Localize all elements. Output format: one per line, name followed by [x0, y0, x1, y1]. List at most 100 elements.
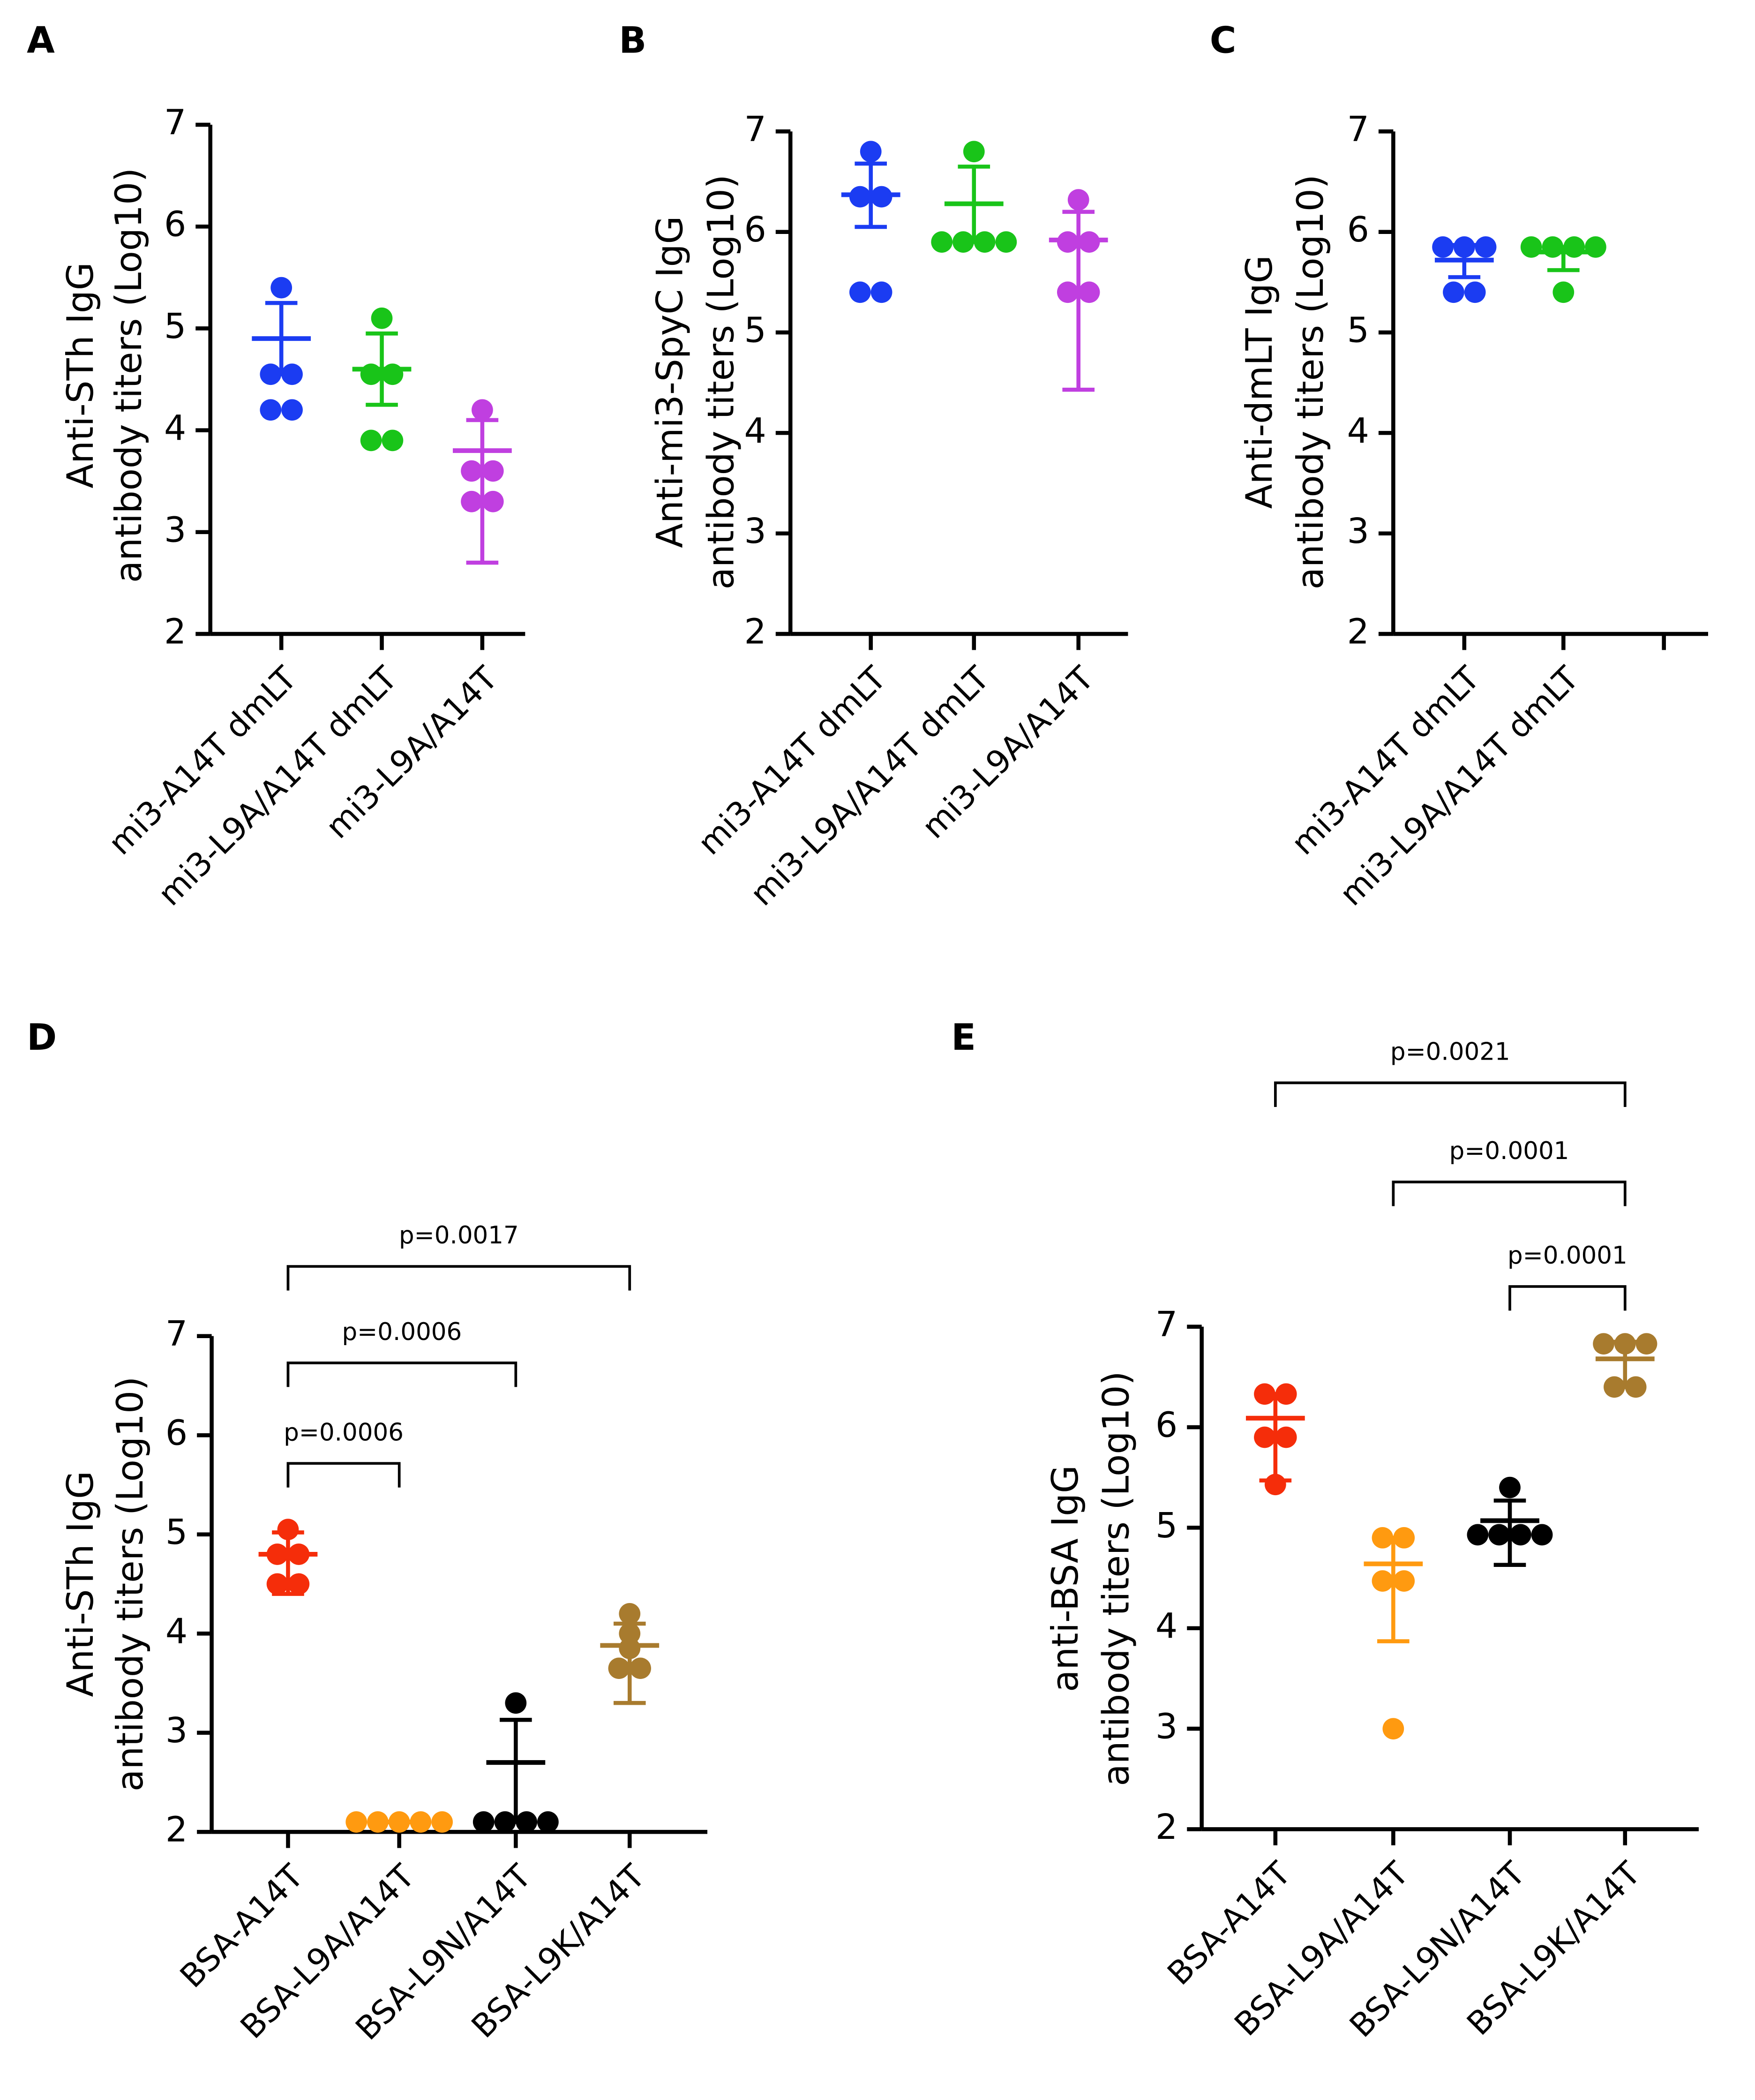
data-point	[266, 1543, 288, 1565]
data-point	[494, 1811, 516, 1833]
data-point	[537, 1811, 559, 1833]
y-tick-label: 7	[1155, 1304, 1178, 1345]
data-point	[974, 231, 996, 253]
data-point	[482, 460, 504, 482]
data-point	[281, 399, 303, 421]
x-tick-label: mi3-L9A/A14T	[319, 659, 505, 846]
data-point	[260, 363, 282, 385]
data-point	[1542, 236, 1564, 258]
data-point	[1509, 1524, 1531, 1546]
data-point	[482, 490, 504, 512]
significance-bracket	[286, 1265, 631, 1291]
y-tick-label: 3	[1155, 1706, 1178, 1747]
panel-label: A	[27, 20, 55, 62]
y-tick-label: 2	[744, 611, 766, 652]
data-point	[1635, 1333, 1658, 1355]
y-tick-label: 7	[165, 1313, 188, 1354]
data-point	[1464, 281, 1486, 303]
y-tick-label: 4	[744, 410, 766, 451]
p-value: p=0.0001	[1449, 1137, 1569, 1165]
panel-label: D	[27, 1016, 57, 1059]
data-point	[281, 363, 303, 385]
data-point	[516, 1811, 538, 1833]
y-axis-label: Anti-dmLT IgG	[1238, 255, 1281, 509]
y-tick-label: 5	[744, 310, 766, 351]
x-tick-label: mi3-A14T dmLT	[1284, 659, 1487, 862]
significance-bracket	[286, 1462, 401, 1488]
data-point	[1585, 236, 1606, 258]
data-point	[1393, 1527, 1415, 1549]
y-axis-label: antibody titers (Log10)	[1290, 174, 1332, 589]
panel-label: E	[951, 1016, 976, 1059]
data-point	[431, 1811, 453, 1833]
data-point	[619, 1623, 641, 1645]
y-tick-label: 2	[1347, 611, 1369, 652]
x-tick-label: mi3-A14T dmLT	[691, 659, 894, 862]
data-point	[505, 1692, 527, 1714]
data-point	[1520, 236, 1542, 258]
y-tick-label: 2	[165, 1809, 188, 1850]
y-tick-label: 2	[1155, 1806, 1178, 1847]
y-axis-label: Anti-STh IgG	[60, 1471, 102, 1697]
panel-label: B	[619, 20, 646, 62]
data-point	[1382, 1718, 1404, 1739]
data-point	[1067, 189, 1089, 211]
data-point	[367, 1811, 389, 1833]
data-point	[388, 1811, 410, 1833]
y-tick-label: 7	[744, 109, 766, 150]
data-point	[1254, 1426, 1275, 1448]
y-tick-label: 5	[164, 306, 186, 346]
data-point	[963, 141, 985, 163]
data-point	[1625, 1376, 1647, 1398]
data-point	[1593, 1333, 1614, 1355]
y-tick-label: 6	[1347, 209, 1369, 250]
data-point	[1488, 1524, 1510, 1546]
y-tick-label: 6	[165, 1413, 188, 1453]
data-point	[345, 1811, 368, 1833]
data-point	[931, 231, 953, 253]
data-point	[1467, 1524, 1489, 1546]
significance-bracket	[286, 1361, 518, 1387]
data-point	[870, 281, 892, 303]
significance-bracket	[1274, 1081, 1627, 1107]
data-point	[288, 1543, 310, 1565]
y-tick-label: 4	[1347, 410, 1369, 451]
y-tick-label: 4	[1155, 1605, 1178, 1646]
y-tick-label: 3	[1347, 511, 1369, 551]
y-axis-label: Anti-STh IgG	[60, 262, 102, 488]
y-tick-label: 3	[744, 511, 766, 551]
data-point	[1499, 1476, 1521, 1498]
data-point	[630, 1657, 651, 1679]
data-point	[1432, 236, 1454, 258]
y-tick-label: 7	[164, 102, 186, 143]
y-tick-label: 7	[1347, 109, 1369, 150]
data-point	[288, 1573, 310, 1595]
data-point	[1453, 236, 1475, 258]
data-point	[1264, 1474, 1286, 1496]
y-tick-label: 5	[165, 1512, 188, 1552]
data-point	[1604, 1376, 1625, 1398]
y-tick-label: 6	[164, 204, 186, 245]
y-tick-label: 5	[1347, 310, 1369, 351]
data-point	[371, 307, 393, 329]
data-point	[461, 460, 482, 482]
p-value: p=0.0006	[342, 1318, 462, 1346]
data-point	[1372, 1570, 1394, 1592]
p-value: p=0.0017	[399, 1221, 519, 1249]
data-point	[1531, 1524, 1553, 1546]
y-tick-label: 3	[165, 1710, 188, 1751]
y-axis-label: Anti-mi3-SpyC IgG	[649, 216, 691, 548]
data-point	[410, 1811, 432, 1833]
data-point	[995, 231, 1017, 253]
data-point	[1057, 231, 1079, 253]
data-point	[849, 186, 871, 208]
data-point	[1614, 1333, 1636, 1355]
data-point	[849, 281, 871, 303]
y-tick-label: 6	[1155, 1405, 1178, 1445]
data-point	[608, 1657, 630, 1679]
data-point	[1275, 1383, 1297, 1405]
p-value: p=0.0021	[1390, 1038, 1510, 1066]
panel-label: C	[1210, 20, 1237, 62]
data-point	[1372, 1527, 1394, 1549]
